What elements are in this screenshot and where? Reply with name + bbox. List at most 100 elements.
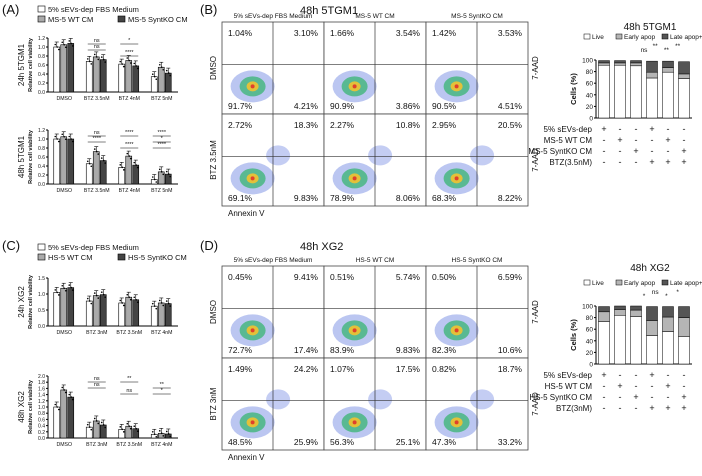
data-point xyxy=(56,46,59,48)
data-point xyxy=(155,181,158,183)
sig-label: ns xyxy=(94,130,100,136)
bar xyxy=(164,303,172,327)
stacked-segment xyxy=(614,309,626,316)
data-point xyxy=(57,48,60,51)
y-tick-label: 1.5 xyxy=(38,276,45,282)
data-point xyxy=(135,298,138,301)
condition-label: 5% sEVs-dep xyxy=(544,125,593,134)
condition-mark: - xyxy=(651,146,654,156)
data-point xyxy=(162,304,165,307)
quadrant-ul: 0.45% xyxy=(228,272,253,282)
condition-mark: + xyxy=(649,370,654,380)
legend-label: 5% sEVs-dep FBS Medium xyxy=(48,5,139,14)
x-tick-label: BTZ 5nM xyxy=(151,96,172,102)
x-tick-label: BTZ 4nM xyxy=(119,188,140,194)
condition-mark: + xyxy=(601,124,606,134)
flow-column-title: MS-5 SyntKO CM xyxy=(451,13,503,20)
data-point xyxy=(153,75,156,78)
condition-mark: + xyxy=(649,157,654,167)
data-point xyxy=(129,157,132,160)
x-tick-label: BTZ 4nM xyxy=(119,96,140,102)
data-point xyxy=(68,135,71,138)
data-point xyxy=(88,162,91,165)
quadrant-ur: 3.53% xyxy=(498,28,523,38)
stacked-segment xyxy=(630,65,642,119)
y-axis-title: Cells (%) xyxy=(569,73,578,105)
data-point xyxy=(90,302,93,305)
data-point xyxy=(68,393,71,396)
x-tick-label: DMSO xyxy=(56,442,72,448)
sig-label: **** xyxy=(157,130,166,136)
condition-mark: + xyxy=(665,135,670,145)
quadrant-ur: 5.74% xyxy=(396,272,421,282)
data-point xyxy=(167,173,170,175)
y-tick-label: 1.2 xyxy=(38,399,45,405)
data-point xyxy=(119,60,122,63)
data-point xyxy=(100,291,103,293)
quadrant-ul: 2.27% xyxy=(330,120,355,130)
data-point xyxy=(100,56,103,58)
quadrant-ur: 6.59% xyxy=(498,272,523,282)
sig-label: ns xyxy=(94,376,100,382)
condition-label: BTZ(3nM) xyxy=(556,404,592,413)
panel-letter-b: (B) xyxy=(200,2,217,17)
data-point xyxy=(133,425,136,428)
condition-mark: - xyxy=(603,157,606,167)
y-tick-label: 0.8 xyxy=(38,411,45,417)
flow-apoptotic-cloud xyxy=(368,389,393,410)
flow-title-b: 48h 5TGM1 xyxy=(300,5,358,17)
legend-swatch xyxy=(661,33,669,40)
bar xyxy=(125,296,133,327)
quadrant-ul: 0.51% xyxy=(330,272,355,282)
legend-swatch xyxy=(37,5,46,13)
sig-label: * xyxy=(643,293,646,300)
sig-label: **** xyxy=(157,142,166,148)
quadrant-ll: 47.3% xyxy=(432,437,457,447)
flow-row-label: BTZ 3.5nM xyxy=(209,140,218,180)
legend-swatch xyxy=(583,279,591,286)
stacked-segment xyxy=(614,62,626,66)
sig-label: **** xyxy=(125,130,134,136)
data-point xyxy=(95,420,98,422)
bar xyxy=(99,294,107,327)
data-point xyxy=(167,72,170,74)
data-point xyxy=(93,148,96,150)
data-point xyxy=(70,396,73,398)
y-tick-label: 0.6 xyxy=(38,155,45,161)
legend-label: HS-5 SyntKO CM xyxy=(128,253,187,262)
y-axis-title: 48h XG2 xyxy=(17,391,26,423)
y-tick-label: 80 xyxy=(586,315,594,322)
stacked-segment xyxy=(678,317,690,337)
sig-label: * xyxy=(161,136,164,142)
legend-label: 5% sEVs-dep FBS Medium xyxy=(48,243,139,252)
legend-swatch xyxy=(37,253,46,261)
data-point xyxy=(100,421,103,424)
flow-density-peak xyxy=(250,84,255,89)
y-axis-subtitle: Relative cell viability xyxy=(28,379,34,434)
stacked-segment xyxy=(678,306,690,318)
y-axis-title: 48h 5TGM1 xyxy=(17,135,26,178)
y-tick-label: 0.4 xyxy=(38,424,45,430)
bar xyxy=(67,43,75,93)
data-point xyxy=(102,159,105,162)
data-point xyxy=(90,63,93,65)
data-point xyxy=(70,138,73,140)
data-point xyxy=(158,299,161,302)
stacked-segment xyxy=(646,320,658,336)
data-point xyxy=(151,176,154,178)
stacked-segment xyxy=(630,309,642,317)
condition-mark: + xyxy=(681,157,686,167)
y-tick-label: 0 xyxy=(589,116,593,123)
condition-mark: - xyxy=(603,403,606,413)
flow-column-title: 5% sEVs-dep FBS Medium xyxy=(234,257,313,264)
data-point xyxy=(119,299,122,302)
data-point xyxy=(158,430,161,432)
flow-density-peak xyxy=(250,176,255,181)
bar xyxy=(92,56,100,93)
quadrant-ur: 20.5% xyxy=(498,120,523,130)
y-tick-label: 0.4 xyxy=(38,72,45,78)
condition-label: HS-5 WT CM xyxy=(545,382,593,391)
bar xyxy=(67,396,75,439)
quadrant-ur: 18.3% xyxy=(294,120,319,130)
stacked-segment xyxy=(598,321,610,365)
